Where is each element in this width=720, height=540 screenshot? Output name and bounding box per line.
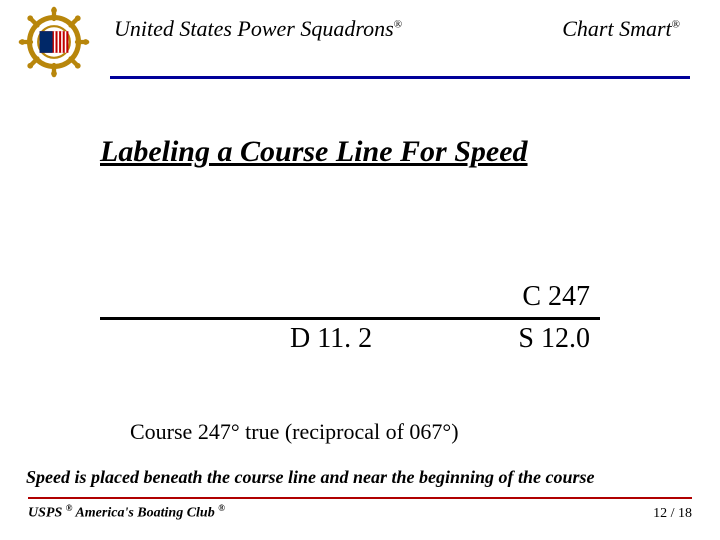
course-label-s: S 12.0 — [518, 323, 590, 355]
footer-usps: USPS — [28, 506, 62, 521]
course-line — [100, 317, 600, 320]
header-left-text: United States Power Squadrons — [114, 16, 394, 41]
slide-header: United States Power Squadrons® Chart Sma… — [0, 0, 720, 70]
header-right-reg: ® — [672, 19, 680, 31]
page-current: 12 — [653, 506, 667, 521]
explanation-text: Speed is placed beneath the course line … — [26, 467, 694, 488]
header-left-title: United States Power Squadrons® — [114, 16, 402, 42]
page-number: 12 / 18 — [653, 506, 692, 522]
usps-wheel-logo — [18, 6, 90, 78]
reciprocal-note: Course 247° true (reciprocal of 067°) — [130, 419, 720, 445]
course-line-diagram: C 247 D 11. 2 S 12.0 — [100, 279, 660, 369]
header-right-title: Chart Smart® — [562, 16, 680, 42]
footer-club: America's Boating Club — [75, 506, 214, 521]
slide-footer: USPS ® America's Boating Club ® 12 / 18 — [28, 497, 692, 522]
header-divider — [110, 76, 690, 79]
header-right-text: Chart Smart — [562, 16, 671, 41]
page-total: 18 — [678, 506, 692, 521]
course-label-c: C 247 — [522, 281, 590, 313]
footer-reg-1: ® — [66, 503, 73, 513]
footer-reg-2: ® — [218, 503, 225, 513]
course-label-d: D 11. 2 — [290, 323, 372, 355]
footer-left: USPS ® America's Boating Club ® — [28, 503, 225, 522]
page-sep: / — [667, 506, 678, 521]
slide-title: Labeling a Course Line For Speed — [100, 135, 720, 169]
footer-divider — [28, 497, 692, 499]
header-left-reg: ® — [394, 19, 402, 31]
